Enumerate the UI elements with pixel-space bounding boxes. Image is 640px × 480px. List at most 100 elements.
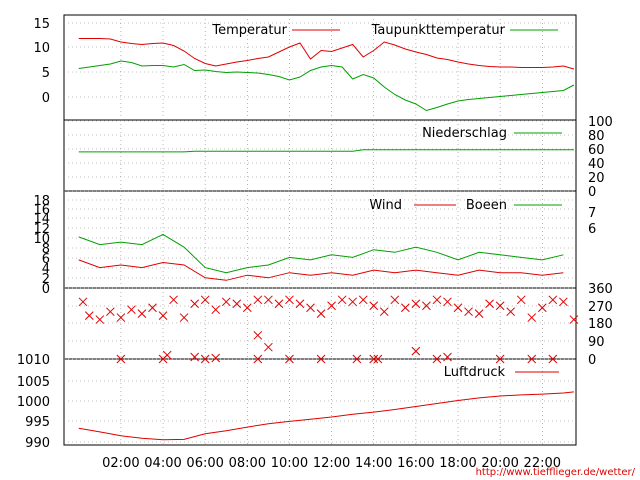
legend-label: Taupunkttemperatur xyxy=(371,23,506,38)
wind-direction-point xyxy=(78,297,88,307)
panel-frame-3 xyxy=(63,287,577,360)
y-tick-label: 12 xyxy=(33,222,50,237)
y-tick-label: 20 xyxy=(588,171,605,186)
wind-direction-point xyxy=(264,295,273,305)
wind-direction-point xyxy=(200,354,210,364)
wind-direction-point xyxy=(358,295,368,305)
x-tick-label: 10:00 xyxy=(271,456,308,471)
y-tick-label: 90 xyxy=(588,335,605,350)
x-tick-label: 14:00 xyxy=(355,456,392,471)
series-line-temperatur xyxy=(78,38,575,70)
wind-direction-point xyxy=(369,301,379,311)
y2-tick-label: 7 xyxy=(588,206,596,221)
wind-direction-point xyxy=(422,301,431,311)
wind-direction-point xyxy=(527,313,537,322)
wind-direction-point xyxy=(127,305,136,315)
y-tick-label: 5 xyxy=(42,66,50,81)
y-tick-label: 1010 xyxy=(17,353,50,368)
x-tick-label: 02:00 xyxy=(102,456,139,471)
series-line-wind xyxy=(78,259,564,281)
y-tick-label: 80 xyxy=(588,129,605,144)
wind-direction-point xyxy=(443,297,452,307)
y-tick-label: 0 xyxy=(588,185,596,200)
wind-direction-point xyxy=(232,299,242,309)
y-tick-label: 1000 xyxy=(17,395,50,410)
y-tick-label: 360 xyxy=(588,282,613,297)
wind-direction-point xyxy=(352,354,362,364)
wind-direction-point xyxy=(116,354,126,364)
wind-direction-point xyxy=(569,315,579,324)
x-tick-label: 04:00 xyxy=(144,456,181,471)
y-tick-label: 14 xyxy=(33,212,50,227)
y-tick-label: 0 xyxy=(42,91,50,106)
tick-labels: 1510501008060402001816141210864207636027… xyxy=(17,17,613,471)
wind-direction-point xyxy=(264,342,273,352)
y-tick-label: 100 xyxy=(588,115,613,130)
y-tick-label: 15 xyxy=(33,17,50,32)
source-url: http://www.tiefflieger.de/wetter/ xyxy=(476,467,636,478)
series-line-boeen xyxy=(78,233,564,274)
wind-direction-point xyxy=(400,303,410,313)
wind-direction-point xyxy=(516,295,526,305)
wind-direction-point xyxy=(95,315,105,324)
y2-tick-label: 6 xyxy=(588,222,596,237)
y-tick-label: 0 xyxy=(42,282,50,297)
y-tick-label: 16 xyxy=(33,203,50,218)
y-tick-label: 10 xyxy=(33,232,50,247)
legend-label: Wind xyxy=(369,198,402,213)
y-tick-label: 270 xyxy=(588,300,613,315)
y-tick-label: 990 xyxy=(25,436,50,451)
y-tick-label: 18 xyxy=(33,194,50,209)
wind-direction-point xyxy=(373,354,383,364)
y-tick-label: 60 xyxy=(588,143,605,158)
wind-direction-point xyxy=(253,354,263,364)
wind-direction-point xyxy=(495,301,505,311)
wind-direction-point xyxy=(274,299,284,309)
wind-direction-point xyxy=(148,303,157,313)
y-tick-label: 40 xyxy=(588,157,605,172)
x-tick-label: 16:00 xyxy=(397,456,434,471)
legend-label: Niederschlag xyxy=(422,126,507,141)
y-tick-label: 1005 xyxy=(17,375,50,390)
wind-direction-point xyxy=(137,309,147,318)
legend-label: Luftdruck xyxy=(444,365,506,380)
wind-direction-point xyxy=(527,354,537,364)
wind-direction-point xyxy=(253,330,263,340)
wind-direction-point xyxy=(106,307,115,317)
y-tick-label: 0 xyxy=(588,353,596,368)
wind-direction-point xyxy=(306,303,315,313)
wind-direction-point xyxy=(116,313,126,322)
wind-direction-point xyxy=(443,352,452,362)
wind-direction-point xyxy=(179,313,189,322)
wind-direction-point xyxy=(348,297,358,307)
y-tick-label: 10 xyxy=(33,41,50,56)
wind-direction-point xyxy=(537,303,547,313)
y-tick-label: 4 xyxy=(42,262,50,277)
legend-label: Boeen xyxy=(466,198,507,213)
y-tick-label: 6 xyxy=(42,252,50,267)
wind-direction-point xyxy=(327,301,336,311)
x-tick-label: 20:00 xyxy=(481,456,518,471)
wind-direction-point xyxy=(411,299,421,309)
wind-direction-point xyxy=(506,307,516,317)
wind-direction-point xyxy=(190,299,199,309)
panel-frames xyxy=(63,14,577,446)
series-line-niederschlag xyxy=(78,149,574,153)
wind-direction-point xyxy=(158,311,168,320)
wind-direction-point xyxy=(379,307,389,317)
wind-direction-point xyxy=(559,297,568,307)
panel-grids xyxy=(64,15,576,445)
wind-direction-point xyxy=(453,303,463,313)
wind-direction-point xyxy=(464,307,473,317)
wind-direction-point xyxy=(316,309,326,318)
x-tick-label: 08:00 xyxy=(229,456,266,471)
series-line-taupunkttemperatur xyxy=(78,60,575,112)
legends: Temperatur Taupunkttemperatur Niederschlag… xyxy=(211,23,562,380)
y-tick-label: 2 xyxy=(42,272,50,287)
wind-direction-point xyxy=(369,354,379,364)
wind-direction-point xyxy=(495,354,505,364)
wind-direction-point xyxy=(169,295,178,305)
wind-direction-point xyxy=(548,295,558,305)
x-tick-label: 12:00 xyxy=(313,456,350,471)
y-tick-label: 995 xyxy=(25,415,50,430)
